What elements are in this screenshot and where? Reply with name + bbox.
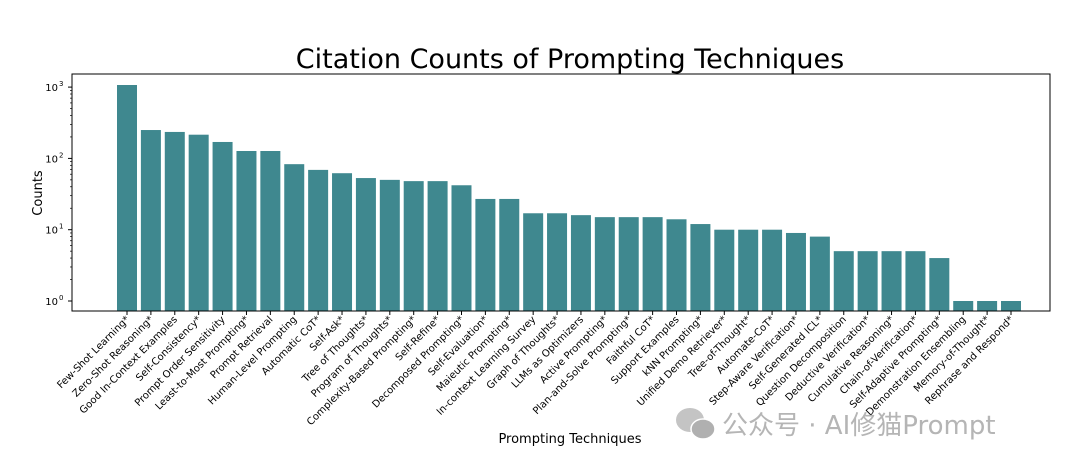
y-tick-label: 10 [45,226,58,237]
wechat-icon [676,408,716,440]
bar [164,131,185,311]
bar [905,251,926,311]
bar [475,198,496,311]
y-axis-label: Counts [31,170,46,216]
bar [547,213,568,311]
y-tick-label: 10 [45,154,58,165]
bar [570,215,591,311]
bar [188,134,209,311]
bar [977,301,998,311]
bar [212,141,233,311]
y-tick-label: 10 [45,297,58,308]
bar [260,150,281,311]
bar [762,229,783,311]
bar [427,181,448,311]
bar [618,217,639,311]
bar [379,179,400,311]
bar [690,224,711,311]
bar [881,251,902,311]
watermark-text: 公众号 · AI修猫Prompt [722,411,996,441]
y-tick-base: 10 [45,154,58,165]
bar [236,150,257,311]
bar [857,251,878,311]
bar [499,198,520,311]
chart-title: Citation Counts of Prompting Techniques [296,44,844,75]
y-tick-exponent: 0 [59,294,63,302]
bar [594,217,615,311]
y-tick-base: 10 [45,226,58,237]
bar [117,85,137,311]
bar [666,219,687,311]
y-tick-exponent: 2 [59,151,63,159]
bar [642,217,663,311]
x-axis-label: Prompting Techniques [498,432,641,447]
bar [1001,301,1021,311]
bar [332,173,353,311]
y-tick-base: 10 [45,83,58,94]
bar [929,258,950,311]
bar [308,169,329,311]
y-tick-label: 10 [45,83,58,94]
bar [953,301,974,311]
bar [523,213,544,311]
bar [451,185,472,311]
plot-frame [71,73,1051,312]
bar [284,164,305,311]
y-tick-base: 10 [45,297,58,308]
watermark: 公众号 · AI修猫Prompt [676,408,996,441]
y-tick-exponent: 1 [59,223,63,231]
bar [809,236,830,311]
y-tick-exponent: 3 [59,80,63,88]
bar [140,130,161,311]
bar [833,251,854,311]
bar [355,178,376,311]
bar [714,229,735,311]
bar [403,181,424,311]
bar [738,229,759,311]
bar [785,232,806,311]
